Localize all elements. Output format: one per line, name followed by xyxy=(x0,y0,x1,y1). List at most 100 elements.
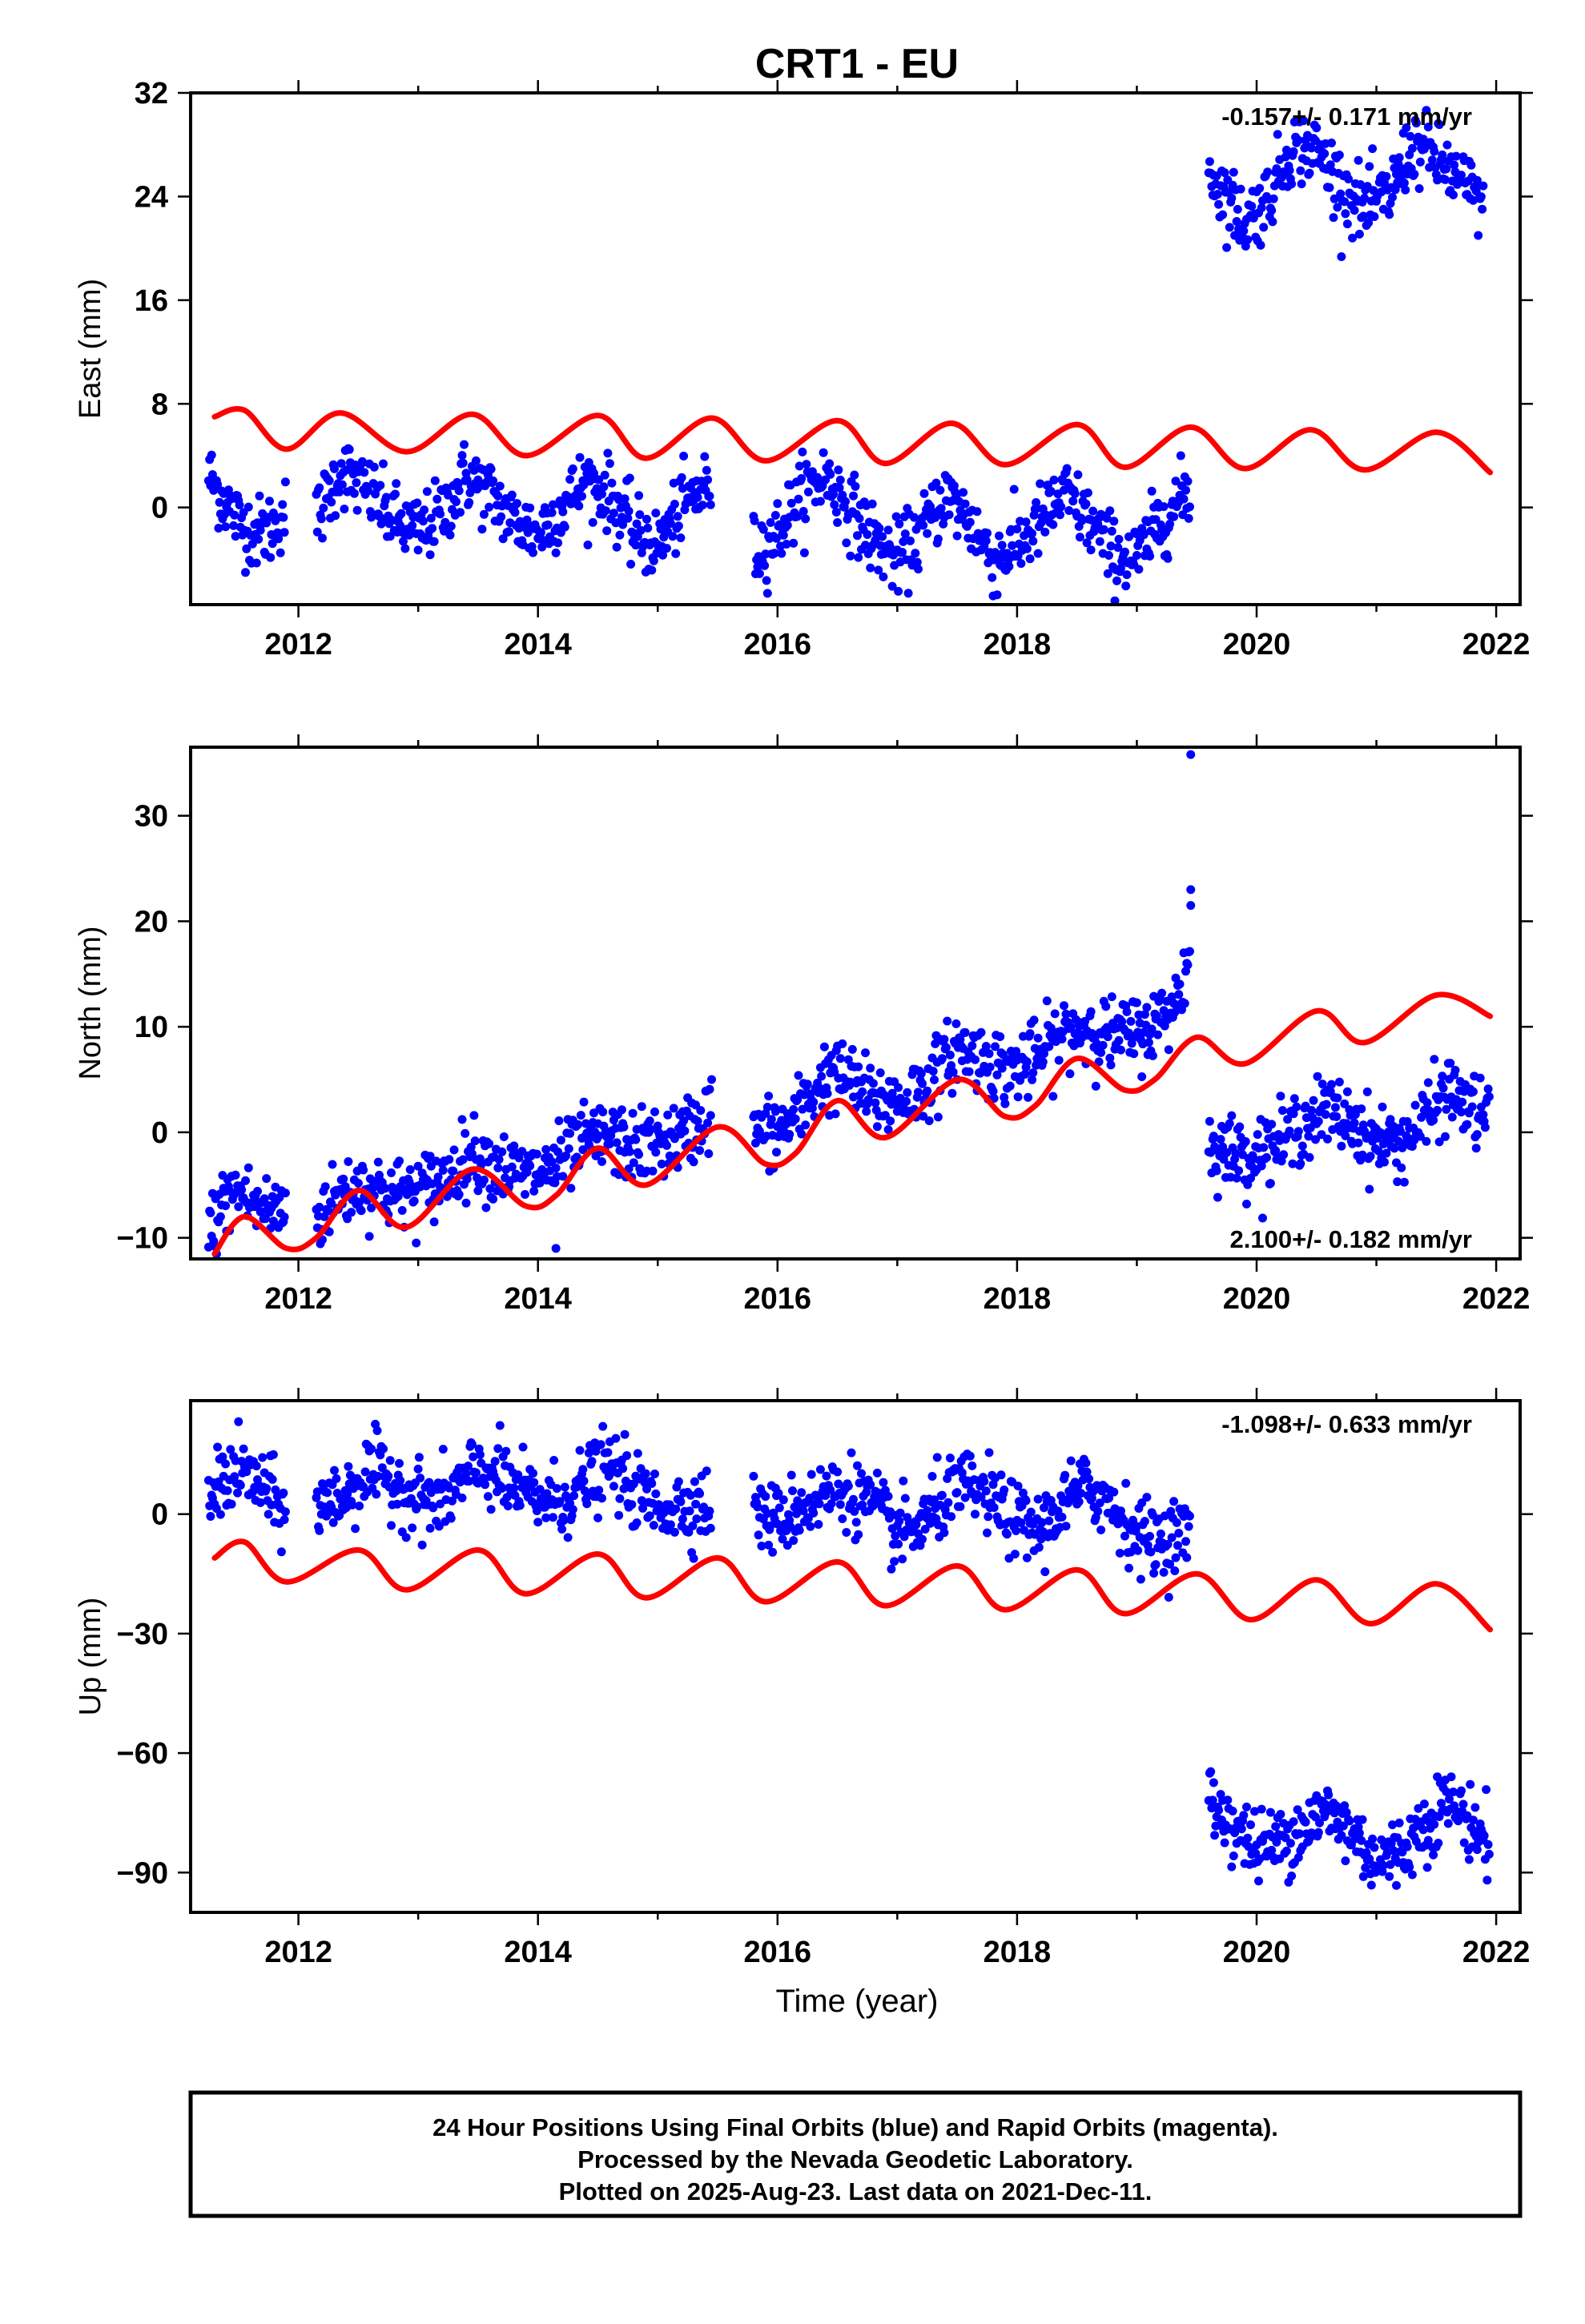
east-observed-point xyxy=(422,487,432,497)
up-observed-point xyxy=(1208,1795,1217,1805)
north-observed-point xyxy=(1311,1135,1320,1144)
north-observed-point xyxy=(1259,1143,1269,1152)
north-observed-point xyxy=(1137,1072,1147,1081)
north-observed-point xyxy=(1253,1130,1262,1140)
north-observed-point xyxy=(770,1107,780,1116)
north-observed-point xyxy=(1046,1023,1056,1033)
east-observed-point xyxy=(1442,164,1451,174)
east-observed-point xyxy=(316,514,326,524)
north-observed-point xyxy=(1057,1035,1067,1043)
up-observed-point xyxy=(509,1483,519,1493)
up-observed-point xyxy=(549,1456,559,1465)
east-observed-point xyxy=(668,532,678,541)
north-observed-point xyxy=(1114,1035,1124,1045)
up-observed-point xyxy=(486,1505,496,1514)
up-observed-point xyxy=(1265,1807,1275,1817)
up-observed-point xyxy=(619,1484,629,1494)
east-observed-point xyxy=(618,520,628,529)
up-observed-point xyxy=(206,1512,215,1521)
north-observed-point xyxy=(485,1184,495,1193)
up-observed-point xyxy=(1429,1850,1438,1860)
north-y-axis-label: North (mm) xyxy=(74,926,107,1080)
east-observed-point xyxy=(910,513,919,522)
up-observed-point xyxy=(754,1530,763,1540)
up-observed-point xyxy=(766,1521,775,1530)
up-observed-point xyxy=(1358,1815,1367,1824)
up-observed-point xyxy=(807,1470,816,1479)
north-y-tick-label: −10 xyxy=(117,1222,168,1256)
north-observed-point xyxy=(1126,1016,1136,1026)
x-axis-label: Time (year) xyxy=(776,1984,939,2019)
east-observed-point xyxy=(223,485,233,495)
north-observed-points xyxy=(203,750,1494,1259)
east-observed-point xyxy=(221,522,231,532)
up-observed-point xyxy=(1293,1853,1303,1862)
north-x-tick-label: 2020 xyxy=(1223,1282,1291,1316)
east-observed-point xyxy=(698,501,707,510)
up-observed-point xyxy=(598,1421,608,1431)
north-observed-point xyxy=(558,1172,568,1181)
north-observed-point xyxy=(858,1087,867,1096)
up-observed-point xyxy=(671,1504,681,1514)
up-observed-point xyxy=(1082,1467,1092,1477)
east-observed-point xyxy=(923,529,932,538)
up-observed-point xyxy=(215,1510,225,1519)
east-observed-point xyxy=(1229,167,1238,177)
up-observed-point xyxy=(332,1474,341,1483)
north-x-tick-label: 2018 xyxy=(984,1282,1052,1316)
north-observed-point xyxy=(1423,1078,1433,1088)
north-observed-point xyxy=(275,1192,284,1202)
east-observed-point xyxy=(602,526,612,536)
east-observed-point xyxy=(1399,179,1409,187)
east-observed-point xyxy=(855,513,864,523)
north-observed-point xyxy=(328,1160,337,1169)
up-observed-point xyxy=(518,1442,528,1452)
up-observed-point xyxy=(597,1494,606,1503)
east-observed-point xyxy=(1360,193,1370,203)
up-observed-point xyxy=(541,1513,551,1522)
north-observed-point xyxy=(499,1132,509,1141)
up-observed-point xyxy=(641,1469,650,1478)
north-observed-point xyxy=(918,1079,927,1088)
east-observed-point xyxy=(276,548,285,557)
up-observed-point xyxy=(328,1518,338,1527)
north-observed-point xyxy=(1227,1111,1237,1120)
north-observed-point xyxy=(1267,1120,1277,1129)
east-observed-point xyxy=(592,484,601,493)
east-observed-point xyxy=(1414,184,1424,193)
north-observed-point xyxy=(903,1088,912,1097)
up-observed-point xyxy=(786,1470,796,1480)
east-observed-point xyxy=(677,472,686,482)
east-observed-point xyxy=(599,482,609,492)
up-x-tick-label: 2014 xyxy=(504,1936,572,1969)
up-observed-point xyxy=(1214,1805,1224,1815)
north-observed-point xyxy=(1060,1001,1068,1011)
east-observed-point xyxy=(213,480,223,489)
north-observed-point xyxy=(579,1097,589,1107)
north-observed-point xyxy=(517,1147,527,1156)
up-x-tick-label: 2012 xyxy=(264,1936,332,1969)
east-observed-point xyxy=(452,497,461,506)
north-observed-point xyxy=(914,1088,923,1097)
east-observed-point xyxy=(1354,229,1364,239)
north-observed-point xyxy=(1025,1029,1035,1039)
east-observed-point xyxy=(1139,530,1149,540)
east-observed-point xyxy=(894,586,903,596)
north-observed-point xyxy=(1422,1136,1431,1146)
east-observed-point xyxy=(1070,489,1080,498)
up-observed-point xyxy=(789,1536,799,1546)
up-observed-point xyxy=(401,1533,411,1542)
up-observed-point xyxy=(705,1506,714,1516)
up-observed-point xyxy=(918,1534,927,1544)
north-observed-point xyxy=(1386,1115,1395,1124)
up-observed-point xyxy=(615,1494,625,1503)
north-observed-point xyxy=(1397,1163,1406,1172)
east-observed-point xyxy=(1033,549,1043,558)
east-observed-point xyxy=(1169,512,1179,521)
north-observed-point xyxy=(705,1084,714,1094)
up-observed-point xyxy=(493,1444,503,1454)
east-observed-point xyxy=(1008,541,1017,550)
east-observed-point xyxy=(513,499,521,509)
up-observed-point xyxy=(620,1429,630,1439)
up-observed-point xyxy=(757,1542,766,1550)
